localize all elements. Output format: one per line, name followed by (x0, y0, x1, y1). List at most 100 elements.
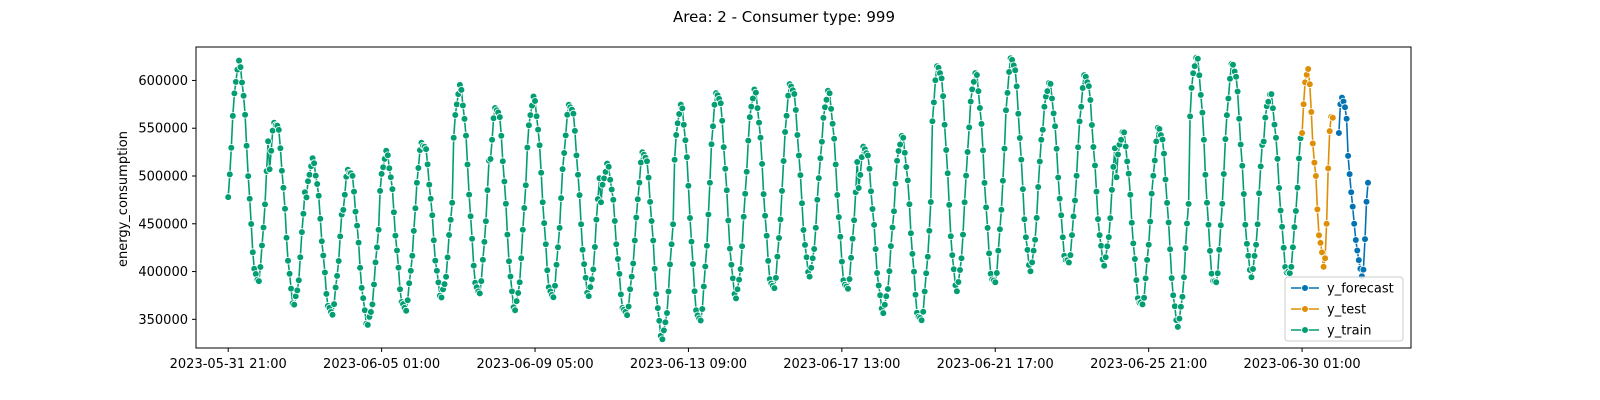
data-point (1026, 267, 1035, 276)
data-point (813, 195, 822, 204)
data-point (626, 285, 634, 294)
data-point (1204, 220, 1213, 229)
data-point (391, 231, 400, 240)
data-point (940, 120, 949, 129)
data-point (632, 213, 641, 222)
data-point (1313, 205, 1322, 214)
data-point (779, 157, 788, 165)
data-point (1129, 239, 1138, 248)
data-point (629, 259, 637, 268)
data-point (828, 120, 837, 128)
data-point (810, 245, 818, 253)
data-point (281, 205, 289, 213)
data-point (406, 266, 415, 275)
data-point (236, 63, 245, 71)
data-point (1201, 171, 1210, 179)
data-point (957, 254, 966, 263)
data-point (1169, 291, 1177, 300)
data-point (959, 230, 967, 239)
data-point (1152, 137, 1161, 146)
data-point (336, 232, 345, 241)
data-point (1029, 246, 1038, 255)
data-point (847, 253, 855, 262)
data-point (514, 289, 522, 297)
data-point (351, 207, 360, 216)
data-point (643, 157, 651, 166)
data-point (1065, 258, 1073, 267)
data-point (953, 287, 961, 296)
data-point (274, 126, 283, 134)
data-point (1250, 252, 1259, 260)
data-point (319, 251, 328, 260)
data-point (429, 236, 438, 245)
data-point (1017, 155, 1026, 164)
data-point (928, 117, 937, 126)
data-point (749, 94, 757, 103)
data-point (954, 278, 963, 286)
data-point (718, 117, 726, 125)
data-point (538, 198, 547, 207)
legend-item-y-test: y_test (1291, 303, 1366, 318)
data-point (686, 214, 694, 222)
data-point (891, 179, 900, 188)
data-point (653, 304, 662, 312)
data-point (311, 171, 320, 180)
data-point (1011, 66, 1019, 74)
data-point (356, 263, 364, 272)
data-point (1319, 262, 1328, 271)
data-point (701, 262, 710, 271)
data-point (1223, 111, 1231, 119)
data-point (294, 276, 303, 285)
data-point (865, 165, 874, 173)
data-point (669, 220, 677, 229)
data-point (543, 266, 552, 275)
data-point (678, 104, 687, 113)
data-point (1261, 113, 1270, 122)
data-point (960, 198, 969, 207)
data-point (482, 217, 490, 226)
data-point (830, 134, 838, 143)
data-point (609, 195, 618, 204)
data-point (799, 226, 808, 234)
data-point (371, 258, 380, 267)
data-point (589, 265, 598, 274)
data-point (1264, 97, 1273, 106)
data-point (848, 234, 857, 243)
data-point (696, 316, 705, 325)
data-point (1200, 136, 1208, 144)
x-tick-label: 2023-06-17 13:00 (783, 357, 900, 372)
data-point (1163, 199, 1171, 207)
data-point (446, 216, 455, 224)
data-point (1128, 219, 1136, 227)
data-point (1224, 94, 1233, 103)
series-y-train (224, 53, 1305, 344)
data-point (735, 275, 743, 284)
series-y-forecast (1335, 93, 1372, 281)
data-point (1002, 106, 1010, 115)
data-point (1092, 187, 1101, 196)
data-point (825, 89, 834, 98)
data-point (433, 266, 441, 275)
data-point (1180, 273, 1188, 282)
data-point (949, 265, 958, 274)
data-point (814, 174, 823, 182)
data-point (722, 186, 731, 195)
data-point (1316, 239, 1325, 247)
data-point (557, 194, 565, 202)
data-point (1348, 202, 1357, 211)
data-point (310, 159, 318, 168)
data-point (1315, 231, 1323, 240)
data-point (1040, 103, 1049, 111)
data-point (411, 204, 420, 213)
legend-label: y_forecast (1327, 282, 1394, 297)
data-point (908, 250, 917, 258)
data-point (549, 293, 558, 302)
data-point (498, 157, 507, 166)
data-point (658, 335, 667, 344)
data-point (331, 283, 340, 292)
data-point (298, 228, 306, 236)
data-point (1233, 87, 1242, 96)
data-point (689, 260, 697, 268)
data-point (376, 187, 384, 195)
data-point (449, 133, 458, 142)
